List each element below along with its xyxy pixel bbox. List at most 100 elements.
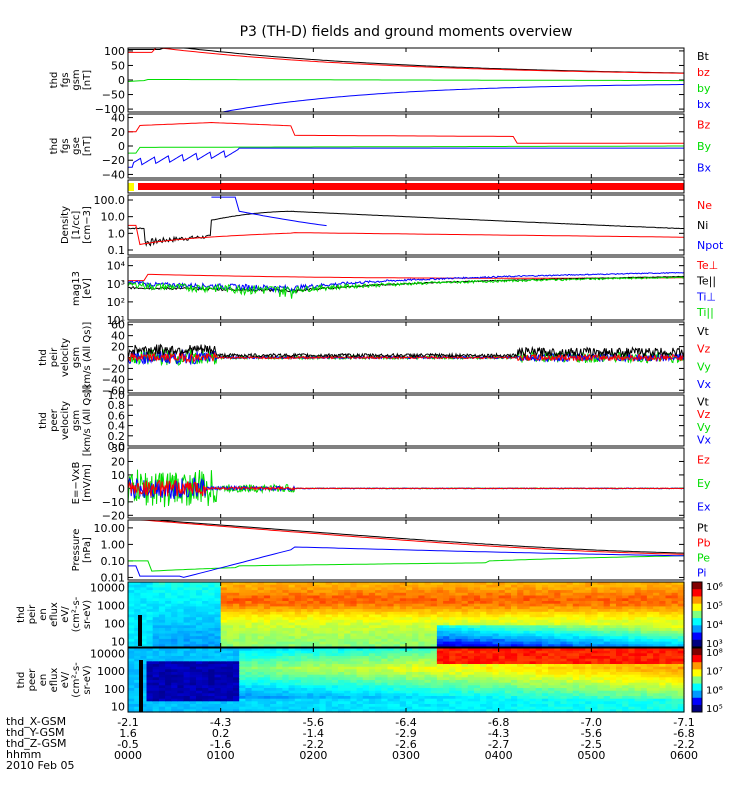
heatmap-cell [387, 677, 395, 681]
heatmap-cell [177, 696, 185, 700]
heatmap-cell [128, 606, 135, 610]
heatmap-cell [375, 648, 382, 652]
heatmap-cell [313, 636, 321, 640]
heatmap-cell [257, 625, 265, 629]
heatmap-cell [158, 606, 166, 610]
heatmap-cell [640, 641, 648, 645]
heatmap-cell [393, 666, 401, 670]
heatmap-cell [362, 690, 370, 694]
heatmap-cell [214, 606, 222, 610]
heatmap-cell [245, 625, 253, 629]
heatmap-cell [226, 666, 234, 670]
heatmap-cell [128, 619, 135, 624]
heatmap-cell [443, 614, 450, 618]
heatmap-cell [653, 630, 660, 635]
heatmap-cell [461, 672, 469, 676]
heatmap-cell [412, 590, 419, 594]
heatmap-cell [443, 656, 450, 660]
heatmap-cell [486, 638, 494, 643]
heatmap-cell [375, 609, 382, 613]
heatmap-cell [449, 633, 456, 637]
heatmap-cell [165, 641, 172, 645]
heatmap-cell [356, 622, 364, 626]
heatmap-cell [344, 709, 351, 713]
heatmap-cell [128, 669, 135, 673]
heatmap-cell [616, 617, 623, 621]
heatmap-cell [140, 669, 148, 673]
heatmap-cell [591, 590, 599, 594]
heatmap-cell [591, 592, 599, 597]
heatmap-cell [325, 598, 333, 602]
heatmap-cell [214, 644, 222, 648]
heatmap-cell [165, 644, 172, 648]
heatmap-cell [504, 698, 512, 702]
heatmap-cell [263, 664, 271, 668]
heatmap-cell [640, 674, 648, 678]
heatmap-cell [529, 698, 537, 702]
heatmap-cell [276, 680, 284, 684]
heatmap-cell [294, 666, 302, 670]
heatmap-cell [220, 685, 228, 689]
heatmap-cell [301, 677, 308, 681]
heatmap-cell [492, 628, 500, 632]
heatmap-cell [443, 617, 450, 621]
heatmap-cell [276, 672, 284, 676]
heatmap-cell [233, 606, 240, 610]
heatmap-cell [387, 704, 395, 708]
heatmap-cell [616, 630, 623, 635]
heatmap-cell [671, 682, 679, 686]
heatmap-cell [393, 598, 401, 602]
heatmap-cell [294, 698, 302, 702]
heatmap-cell [344, 696, 351, 700]
heatmap-cell [541, 650, 549, 654]
heatmap-cell [331, 595, 339, 599]
heatmap-cell [616, 601, 623, 605]
heatmap-cell [387, 674, 395, 678]
heatmap-cell [603, 682, 611, 686]
panel-3-series-npot [211, 196, 327, 227]
heatmap-cell [436, 696, 444, 700]
heatmap-cell [609, 641, 617, 645]
heatmap-cell [202, 680, 209, 684]
heatmap-cell [585, 633, 592, 637]
heatmap-cell [282, 625, 290, 629]
heatmap-cell [424, 601, 432, 605]
heatmap-cell [424, 641, 432, 645]
heatmap-cell [529, 709, 537, 713]
heatmap-cell [486, 704, 494, 708]
heatmap-cell [165, 606, 172, 610]
heatmap-cell [331, 606, 339, 610]
heatmap-cell [134, 630, 141, 635]
heatmap-cell [288, 628, 296, 632]
heatmap-cell [257, 609, 265, 613]
heatmap-cell [263, 644, 271, 648]
heatmap-cell [313, 641, 321, 645]
heatmap-cell [646, 685, 654, 689]
heatmap-cell [183, 601, 191, 605]
heatmap-cell [220, 636, 228, 640]
heatmap-cell [628, 664, 636, 668]
heatmap-cell [480, 592, 487, 597]
heatmap-cell [368, 611, 376, 616]
heatmap-cell [177, 644, 185, 648]
heatmap-cell [467, 603, 475, 607]
heatmap-cell [474, 598, 481, 602]
heatmap-cell [331, 661, 339, 665]
heatmap-cell [461, 680, 469, 684]
heatmap-cell [140, 614, 148, 618]
heatmap-cell [523, 644, 531, 648]
heatmap-cell [165, 592, 172, 597]
heatmap-cell [134, 704, 141, 708]
heatmap-cell [628, 638, 636, 643]
heatmap-cell [535, 682, 543, 686]
heatmap-cell [622, 603, 629, 607]
heatmap-cell [430, 590, 438, 594]
heatmap-cell [356, 672, 364, 676]
heatmap-cell [294, 611, 302, 616]
heatmap-cell [548, 582, 555, 586]
heatmap-cell [233, 611, 240, 616]
heatmap-cell [140, 619, 148, 624]
heatmap-cell [257, 584, 265, 588]
heatmap-cell [406, 641, 413, 645]
heatmap-cell [233, 622, 240, 626]
